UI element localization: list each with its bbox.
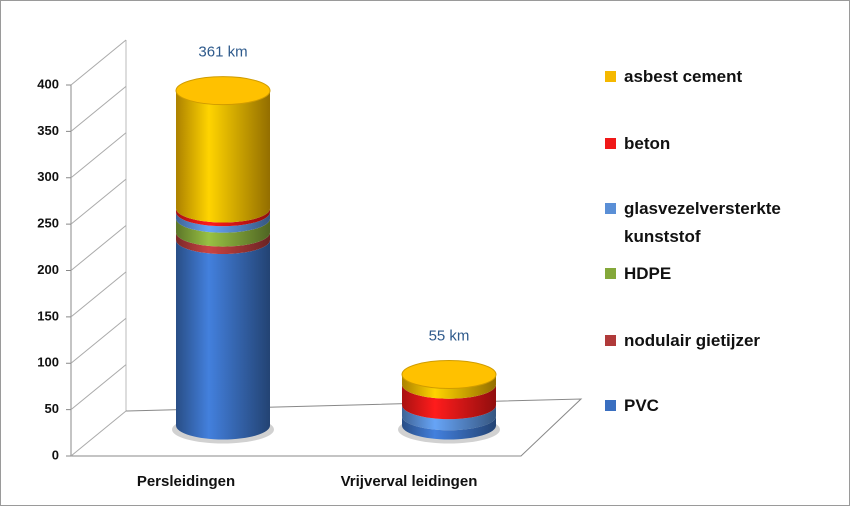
total-label: 361 km [198,44,247,61]
legend-swatch [605,335,616,346]
y-tick-label: 350 [37,123,59,138]
legend-label: PVC [624,396,659,415]
cylinder-segment [176,218,270,247]
cylinder-top [175,76,271,106]
legend-swatch [605,138,616,149]
cylinder-segment [402,405,496,431]
cylinder-segment [402,416,496,440]
legend-label: beton [624,134,671,153]
x-tick-label: Vrijverval leidingen [341,473,478,490]
legend-item: HDPE [601,260,841,288]
total-label: 55 km [429,327,470,344]
legend-label: nodulair gietijzer [624,331,761,350]
x-tick-label: Persleidingen [137,473,235,490]
y-tick-label: 400 [37,76,59,91]
cylinder-segment [402,374,496,399]
legend-label: asbest cement [624,67,743,86]
grid-line [70,225,127,271]
cylinder-segment [402,384,496,420]
cylinder-segment [176,212,270,233]
legend-swatch [605,203,616,214]
y-tick-label: 100 [37,355,59,370]
legend-label: HDPE [624,264,672,283]
legend-swatch [605,268,616,279]
cylinder-segment [176,208,270,227]
grid-line [70,132,127,179]
legend-swatch [605,71,616,82]
grid-line [70,178,127,225]
cylinder-segment [176,90,270,223]
cylinder-top [401,359,497,389]
grid-line [70,410,127,457]
grid-line [70,364,127,411]
y-tick-label: 250 [37,216,59,231]
grid-line [70,85,127,132]
legend-item: beton [601,130,841,158]
grid-line [70,39,127,86]
y-tick-label: 50 [45,401,59,416]
y-tick-label: 150 [37,308,59,323]
y-tick-label: 0 [52,447,59,462]
legend-swatch [605,400,616,411]
legend-label: glasvezelversterkte kunststof [624,199,781,246]
floor [71,398,583,457]
cylinder-segment [176,232,270,254]
legend-item: glasvezelversterkte kunststof [601,195,841,251]
y-tick-label: 200 [37,262,59,277]
legend-item: asbest cement [601,63,841,91]
grid-line [70,271,127,318]
legend-item: nodulair gietijzer [601,327,841,355]
cylinder-segment [176,240,270,440]
grid-line [70,317,127,364]
legend-item: PVC [601,392,841,420]
y-tick-label: 300 [37,169,59,184]
